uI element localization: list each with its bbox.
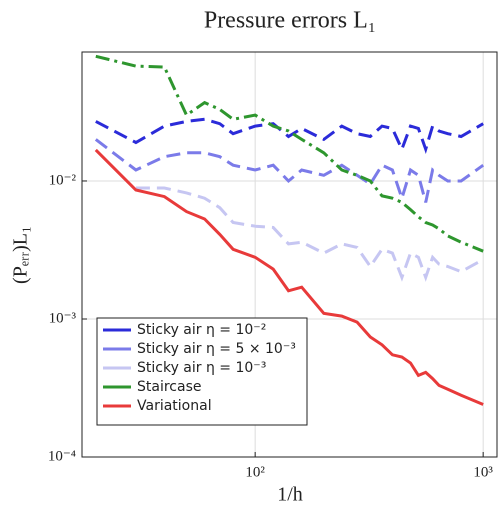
y-axis-label: (Pₑᵣᵣ)L₁ <box>10 226 32 284</box>
legend-label: Variational <box>137 398 212 414</box>
legend-box <box>96 317 308 426</box>
y-tick-label: 10⁻³ <box>49 310 77 326</box>
plot-frame <box>81 51 498 458</box>
legend-label: Sticky air η = 10⁻² <box>137 322 266 338</box>
legend-label: Sticky air η = 10⁻³ <box>137 360 266 376</box>
series-line <box>95 117 484 155</box>
x-tick-label: 10³ <box>473 464 493 480</box>
x-tick-label: 10² <box>245 464 265 480</box>
legend-label: Staircase <box>137 379 201 395</box>
x-axis-label: 1/h <box>277 484 303 506</box>
y-tick-label: 10⁻⁴ <box>48 448 76 464</box>
series-line <box>135 186 484 282</box>
legend-label: Sticky air η = 5 × 10⁻³ <box>137 341 296 357</box>
chart-title: Pressure errors L₁ <box>204 8 376 34</box>
series-line <box>94 138 485 204</box>
series-line <box>94 148 484 406</box>
series-line <box>95 54 484 253</box>
y-tick-label: 10⁻² <box>49 172 77 188</box>
